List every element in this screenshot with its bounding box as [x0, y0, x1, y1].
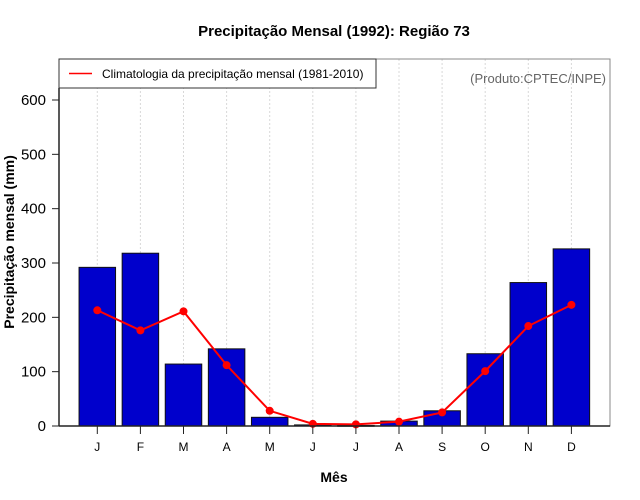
bar-4 — [250, 416, 289, 427]
y-tick-label-100: 100 — [21, 364, 46, 381]
bar-11 — [552, 248, 591, 427]
climatology-point-1 — [136, 326, 145, 335]
bar-2 — [164, 363, 203, 427]
bar-1 — [121, 252, 160, 427]
y-tick-label-200: 200 — [21, 309, 46, 326]
legend-entry-climatology: Climatologia da precipitação mensal (198… — [102, 67, 363, 81]
credit-annotation: (Produto:CPTEC/INPE) — [470, 71, 606, 86]
climatology-point-7 — [395, 417, 403, 426]
x-tick-label-5: J — [310, 440, 316, 454]
climatology-point-8 — [438, 408, 447, 417]
x-axis-label: Mês — [320, 469, 347, 485]
x-tick-label-11: D — [567, 440, 576, 454]
climatology-point-9 — [481, 367, 490, 376]
y-axis-ticks: 0 100 200 300 400 500 600 — [21, 92, 59, 435]
bars — [78, 248, 591, 427]
bar-3 — [207, 348, 246, 427]
legend-box — [58, 58, 377, 89]
x-tick-label-7: A — [395, 440, 403, 454]
climatology-point-2 — [179, 307, 188, 316]
climatology-point-3 — [222, 361, 231, 370]
legend: Climatologia da precipitação mensal (198… — [58, 58, 377, 89]
x-tick-label-8: S — [438, 440, 446, 454]
climatology-point-10 — [524, 322, 533, 331]
y-tick-label-600: 600 — [21, 92, 46, 109]
y-axis-label: Precipitação mensal (mm) — [1, 155, 17, 329]
climatology-line — [96, 303, 572, 426]
climatology-point-11 — [567, 300, 576, 309]
bar-0 — [78, 266, 117, 427]
y-tick-label-0: 0 — [38, 418, 46, 435]
bar-10 — [509, 282, 548, 427]
climatology-points — [93, 300, 576, 429]
x-tick-label-4: M — [265, 440, 275, 454]
y-tick-label-500: 500 — [21, 146, 46, 163]
x-tick-label-2: M — [179, 440, 189, 454]
x-tick-label-1: F — [137, 440, 144, 454]
x-tick-label-10: N — [524, 440, 533, 454]
x-tick-label-9: O — [481, 440, 490, 454]
y-tick-label-400: 400 — [21, 201, 46, 218]
y-tick-label-300: 300 — [21, 255, 46, 272]
x-tick-label-6: J — [353, 440, 359, 454]
x-tick-label-3: A — [223, 440, 231, 454]
climatology-point-0 — [93, 306, 102, 315]
x-tick-label-0: J — [94, 440, 100, 454]
bar-9 — [466, 353, 504, 427]
chart-title: Precipitação Mensal (1992): Região 73 — [198, 23, 470, 40]
climatology-point-4 — [265, 406, 274, 415]
climatology-polyline — [96, 303, 572, 426]
